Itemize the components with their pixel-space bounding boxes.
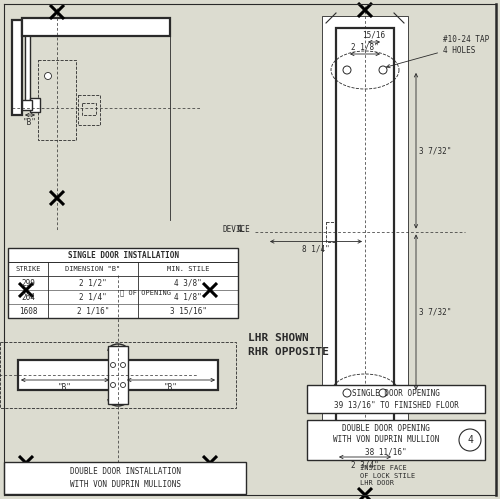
Text: 4 1/8": 4 1/8": [174, 292, 202, 301]
Text: 2 1/4": 2 1/4": [79, 292, 107, 301]
Text: 15/16: 15/16: [362, 30, 386, 39]
Circle shape: [379, 389, 387, 397]
Text: DOUBLE DOOR OPENING
WITH VON DUPRIN MULLION
38 11/16": DOUBLE DOOR OPENING WITH VON DUPRIN MULL…: [333, 424, 439, 456]
Text: 2 1/8": 2 1/8": [351, 42, 379, 51]
Text: 2 3/4": 2 3/4": [351, 460, 379, 469]
Circle shape: [110, 383, 116, 388]
Text: DIMENSION "B": DIMENSION "B": [66, 266, 120, 272]
Text: STRIKE: STRIKE: [15, 266, 41, 272]
Bar: [307, 385, 485, 413]
Bar: [307, 420, 485, 460]
Bar: [8, 248, 238, 318]
Text: 1608: 1608: [19, 306, 37, 315]
Text: 4: 4: [467, 435, 473, 445]
Text: "B": "B": [164, 383, 178, 392]
Bar: [322, 16, 408, 447]
Circle shape: [379, 66, 387, 74]
Circle shape: [120, 362, 126, 367]
Text: LHR SHOWN
RHR OPPOSITE: LHR SHOWN RHR OPPOSITE: [248, 333, 329, 357]
Bar: [30, 98, 40, 112]
Text: ℄ OF OPENING: ℄ OF OPENING: [120, 290, 171, 296]
Text: INSIDE FACE
OF LOCK STILE
LHR DOOR: INSIDE FACE OF LOCK STILE LHR DOOR: [360, 465, 415, 486]
Bar: [0, 342, 236, 408]
Circle shape: [110, 362, 116, 367]
Bar: [124, 360, 218, 390]
Text: ℄: ℄: [237, 225, 243, 235]
Text: #10-24 TAP
4 HOLES: #10-24 TAP 4 HOLES: [386, 35, 489, 68]
Text: 4 3/8": 4 3/8": [174, 278, 202, 287]
Circle shape: [343, 389, 351, 397]
Bar: [336, 28, 394, 435]
Circle shape: [343, 66, 351, 74]
Text: DEVICE: DEVICE: [222, 225, 250, 234]
Bar: [4, 462, 246, 494]
Text: "B": "B": [23, 118, 37, 127]
Bar: [25, 20, 30, 108]
Bar: [22, 100, 32, 110]
Text: DOUBLE DOOR INSTALLATION
WITH VON DUPRIN MULLIONS: DOUBLE DOOR INSTALLATION WITH VON DUPRIN…: [70, 467, 180, 489]
Text: 264: 264: [21, 292, 35, 301]
Text: 2 1/2": 2 1/2": [79, 278, 107, 287]
Text: "B": "B": [58, 383, 72, 392]
Text: 299: 299: [21, 278, 35, 287]
Text: 8 1/4": 8 1/4": [302, 245, 330, 253]
Text: 3 15/16": 3 15/16": [170, 306, 206, 315]
Bar: [22, 18, 170, 36]
Text: SINGLE DOOR OPENING
39 13/16" TO FINISHED FLOOR: SINGLE DOOR OPENING 39 13/16" TO FINISHE…: [334, 389, 458, 409]
Text: 3 7/32": 3 7/32": [419, 308, 452, 317]
Bar: [38, 60, 76, 140]
Bar: [108, 346, 128, 404]
Bar: [326, 222, 336, 242]
Bar: [12, 20, 22, 115]
Circle shape: [44, 72, 52, 79]
Bar: [82, 103, 96, 115]
Circle shape: [459, 429, 481, 451]
Text: MIN. STILE: MIN. STILE: [167, 266, 209, 272]
Circle shape: [120, 383, 126, 388]
Text: SINGLE DOOR INSTALLATION: SINGLE DOOR INSTALLATION: [68, 250, 178, 259]
Text: 3 7/32": 3 7/32": [419, 146, 452, 155]
Bar: [18, 360, 112, 390]
Text: 2 1/16": 2 1/16": [77, 306, 109, 315]
Bar: [78, 95, 100, 125]
